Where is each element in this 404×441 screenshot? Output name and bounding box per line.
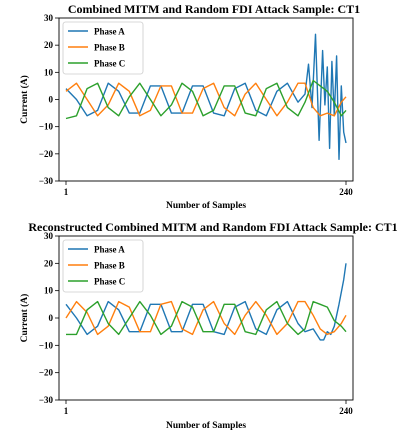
y-axis-label-2: Current (A) [19, 294, 30, 343]
series-line-phase-c [65, 79, 347, 120]
chart-title-2: Reconstructed Combined MITM and Random F… [28, 220, 397, 234]
subplot-2: Reconstructed Combined MITM and Random F… [19, 220, 398, 431]
legend-label-phase-c: Phase C [94, 59, 125, 69]
y-tick-label: 20 [44, 40, 54, 50]
y-tick-label: −20 [39, 149, 54, 159]
y-tick-label: 10 [44, 67, 54, 77]
x-ticks-2: 1 240 [64, 400, 353, 416]
series-line-phase-a [65, 33, 347, 161]
series-line-phase-c [66, 300, 347, 336]
y-tick-label: 0 [49, 95, 54, 105]
y-ticks-2: −30 −20 −10 0 10 20 30 [39, 231, 59, 405]
x-tick-label: 1 [64, 187, 69, 197]
legend-box-1 [62, 21, 144, 75]
x-tick-label: 1 [64, 406, 69, 416]
legend-label-phase-b: Phase B [94, 261, 125, 271]
y-ticks-1: −30 −20 −10 0 10 20 30 [39, 13, 59, 186]
series-line-phase-a [65, 263, 347, 341]
y-tick-label: −10 [39, 122, 54, 132]
series-layer-2 [65, 263, 347, 341]
legend-box-2 [62, 239, 144, 293]
y-tick-label: −10 [39, 340, 54, 350]
x-ticks-1: 1 240 [64, 181, 353, 197]
chart-title-1: Combined MITM and Random FDI Attack Samp… [68, 2, 360, 16]
x-tick-label: 240 [339, 406, 353, 416]
series-layer-1 [65, 33, 347, 161]
y-tick-label: 0 [49, 313, 54, 323]
y-tick-label: 30 [44, 13, 54, 23]
legend-2: Phase A Phase B Phase C [62, 239, 144, 293]
legend-label-phase-b: Phase B [94, 43, 125, 53]
series-line-phase-b [65, 82, 347, 117]
series-line-phase-b [65, 300, 347, 336]
x-tick-label: 240 [339, 187, 353, 197]
legend-1: Phase A Phase B Phase C [62, 21, 144, 75]
legend-label-phase-a: Phase A [94, 27, 125, 37]
y-tick-label: −30 [39, 395, 54, 405]
y-tick-label: 30 [44, 231, 54, 241]
y-tick-label: −30 [39, 176, 54, 186]
x-axis-label-2: Number of Samples [166, 421, 246, 431]
y-tick-label: 10 [44, 286, 54, 296]
y-tick-label: 20 [44, 258, 54, 268]
y-axis-label-1: Current (A) [19, 75, 30, 124]
legend-label-phase-c: Phase C [94, 277, 125, 287]
y-tick-label: −20 [39, 368, 54, 378]
subplot-1: Combined MITM and Random FDI Attack Samp… [19, 2, 360, 211]
x-axis-label-1: Number of Samples [166, 201, 246, 211]
legend-label-phase-a: Phase A [94, 245, 125, 255]
